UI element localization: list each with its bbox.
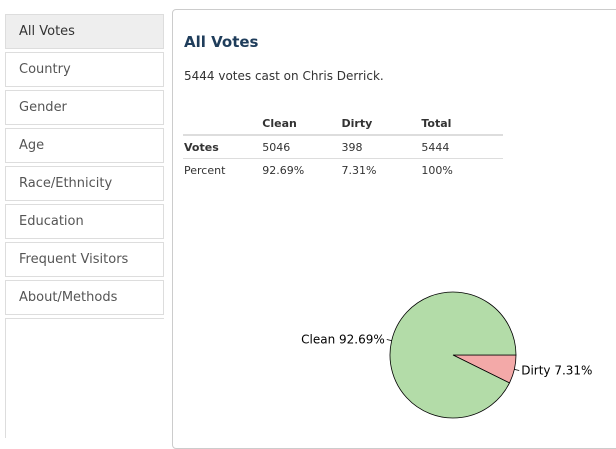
cell-votes-total: 5444 — [420, 135, 503, 159]
table-row: Votes 5046 398 5444 — [183, 135, 503, 159]
sidebar-item-all-votes[interactable]: All Votes — [5, 14, 164, 49]
table-header-total: Total — [420, 112, 503, 136]
sidebar-item-frequent-visitors[interactable]: Frequent Visitors — [5, 242, 164, 277]
pie-label-dirty: Dirty 7.31% — [521, 363, 592, 377]
sidebar-border — [5, 318, 164, 438]
pie-chart: Dirty 7.31% Clean 92.69% — [301, 291, 592, 419]
votes-table: Clean Dirty Total Votes 5046 398 5444 Pe… — [183, 112, 503, 181]
table-header-clean: Clean — [261, 112, 341, 136]
vote-count: 5444 — [184, 69, 215, 83]
cell-votes-dirty: 398 — [340, 135, 421, 159]
cell-votes-clean: 5046 — [261, 135, 341, 159]
cell-percent-clean: 92.69% — [262, 163, 305, 177]
cell-percent-total: 100% — [421, 163, 453, 177]
pie-label-clean: Clean 92.69% — [301, 333, 385, 347]
vote-summary: 5444 votes cast on Chris Derrick. — [184, 69, 384, 83]
sidebar-nav: All Votes Country Gender Age Race/Ethnic… — [5, 14, 164, 438]
sidebar-item-race-ethnicity[interactable]: Race/Ethnicity — [5, 166, 164, 201]
table-row: Percent 92.69% 7.31% 100% — [183, 159, 503, 182]
sidebar-item-gender[interactable]: Gender — [5, 90, 164, 125]
pie-leader-dirty — [514, 368, 520, 371]
page-title: All Votes — [184, 33, 259, 51]
vote-summary-text: votes cast on Chris Derrick. — [214, 69, 384, 83]
table-header-row: Clean Dirty Total — [183, 112, 503, 136]
sidebar-item-age[interactable]: Age — [5, 128, 164, 163]
pie-leader-clean — [386, 339, 392, 342]
sidebar-item-country[interactable]: Country — [5, 52, 164, 87]
row-label-votes: Votes — [183, 135, 262, 159]
sidebar-item-about-methods[interactable]: About/Methods — [5, 280, 164, 315]
table-header-blank — [183, 112, 262, 136]
pie-slice-clean — [389, 291, 517, 419]
row-label-percent: Percent — [184, 163, 226, 177]
cell-percent-dirty: 7.31% — [341, 163, 377, 177]
sidebar-item-education[interactable]: Education — [5, 204, 164, 239]
table-header-dirty: Dirty — [340, 112, 421, 136]
